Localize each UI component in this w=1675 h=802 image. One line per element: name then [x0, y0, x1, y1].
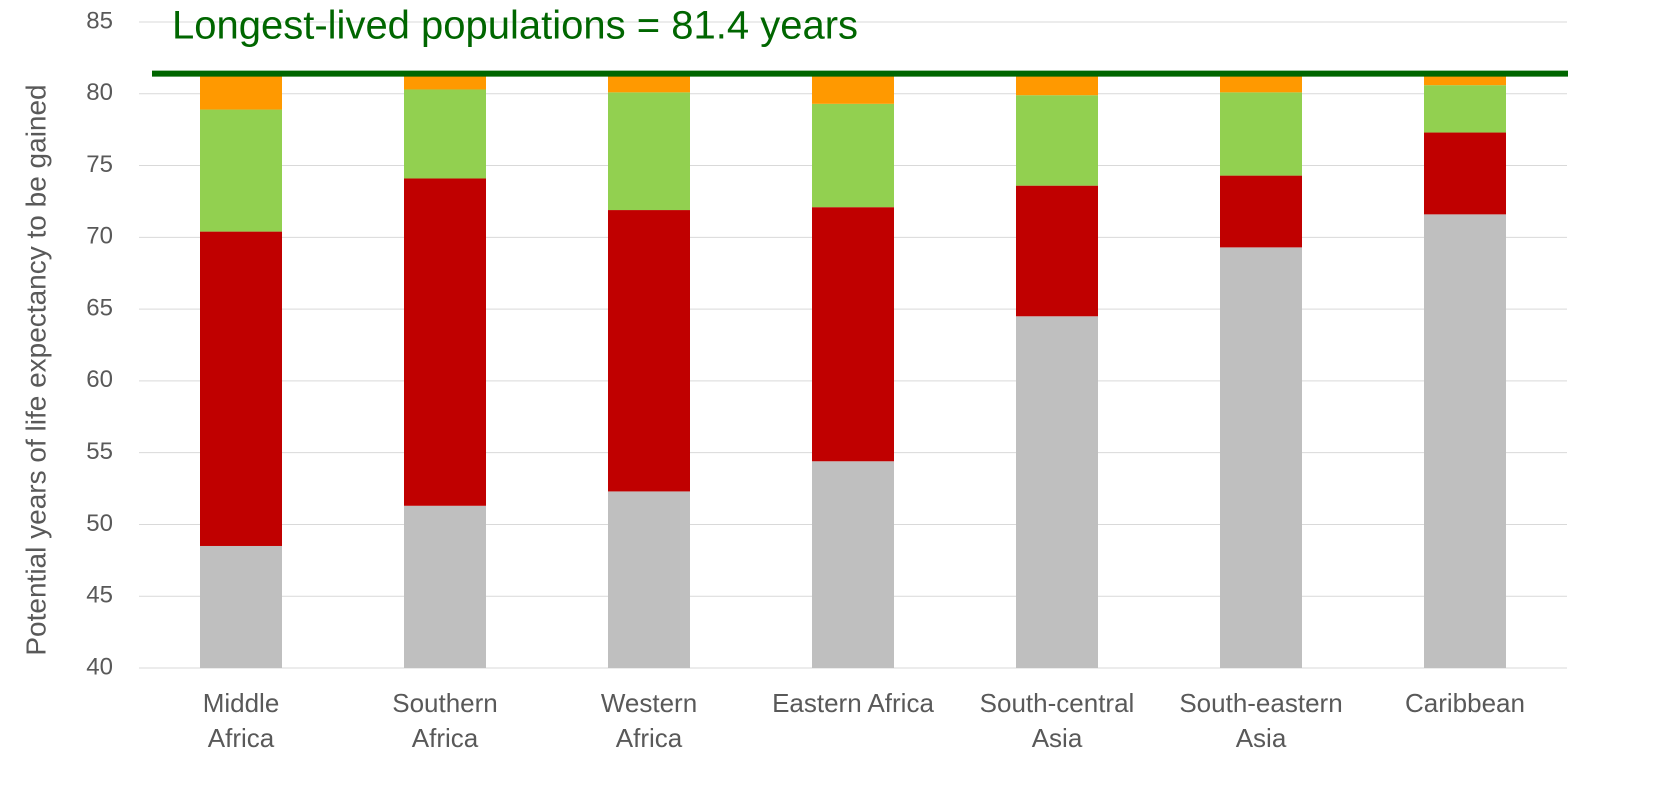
y-tick-label: 40	[86, 653, 113, 680]
bar-segment	[608, 73, 690, 93]
x-tick-label: Caribbean	[1405, 688, 1525, 718]
bar-segment	[608, 210, 690, 492]
bar-segment	[1220, 175, 1302, 248]
bar-segment	[1220, 92, 1302, 176]
bar-segment	[812, 461, 894, 668]
x-tick-label: Eastern Africa	[772, 688, 934, 718]
y-tick-label: 55	[86, 438, 113, 465]
bar-segment	[608, 92, 690, 211]
x-tick-label: Middle Africa	[202, 688, 280, 753]
x-tick-label: South-central Asia	[979, 688, 1135, 753]
bar-segment	[1424, 85, 1506, 133]
bar-segment	[404, 178, 486, 506]
bar-segment	[1016, 95, 1098, 186]
bar-segment	[404, 73, 486, 90]
bar-segment	[1424, 214, 1506, 668]
x-tick-label: Southern Africa	[392, 688, 498, 753]
x-tick-label: South-eastern Asia	[1179, 688, 1343, 753]
bar-segment	[1016, 185, 1098, 317]
bar-segment	[200, 73, 282, 110]
bar-segment	[812, 207, 894, 462]
y-tick-label: 50	[86, 510, 113, 537]
bar-segment	[200, 545, 282, 668]
bar-segment	[1424, 73, 1506, 86]
bar-segment	[1220, 247, 1302, 669]
bar-segment	[200, 109, 282, 232]
bar-segment	[404, 89, 486, 179]
bar-segment	[1016, 316, 1098, 668]
y-axis-label: Potential years of life expectancy to be…	[20, 84, 51, 655]
y-tick-label: 60	[86, 366, 113, 393]
y-tick-label: 45	[86, 582, 113, 609]
bar-segment	[1016, 73, 1098, 96]
x-tick-label: Western Africa	[600, 688, 698, 753]
bar-segment	[200, 231, 282, 546]
bar-segment	[812, 103, 894, 208]
y-tick-label: 75	[86, 151, 113, 178]
y-tick-label: 85	[86, 7, 113, 34]
bar-segment	[812, 73, 894, 104]
y-tick-label: 80	[86, 79, 113, 106]
y-tick-label: 70	[86, 223, 113, 250]
bar-segment	[404, 505, 486, 668]
reference-label: Longest-lived populations = 81.4 years	[172, 4, 858, 48]
bar-segment	[1424, 132, 1506, 215]
bar-segment	[608, 491, 690, 668]
bar-segment	[1220, 73, 1302, 93]
y-tick-label: 65	[86, 294, 113, 321]
